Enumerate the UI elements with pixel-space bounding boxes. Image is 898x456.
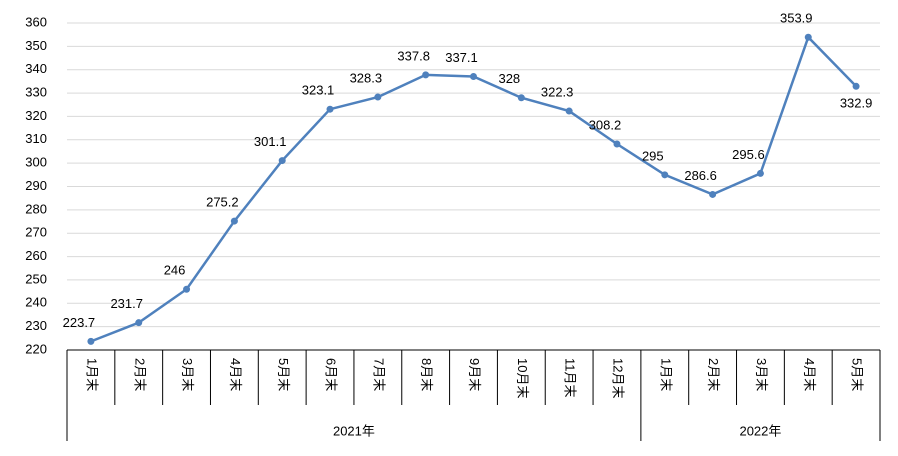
y-tick-label: 290	[25, 178, 47, 193]
data-label: 286.6	[684, 168, 717, 183]
x-tick-label: 8月末	[419, 358, 434, 391]
x-tick-label: 5月末	[276, 358, 291, 391]
group-label: 2022年	[739, 423, 781, 438]
data-label: 231.7	[110, 296, 143, 311]
y-tick-label: 300	[25, 155, 47, 170]
data-label: 337.8	[397, 48, 430, 63]
x-tick-label: 10月末	[515, 358, 530, 398]
point	[852, 82, 860, 90]
point	[756, 169, 764, 177]
point	[326, 105, 334, 113]
data-label: 246	[164, 263, 186, 278]
y-tick-label: 280	[25, 201, 47, 216]
point	[422, 71, 430, 79]
x-tick-label: 6月末	[324, 358, 339, 391]
data-label: 301.1	[254, 134, 287, 149]
line	[90, 34, 857, 343]
y-tick-label: 230	[25, 318, 47, 333]
x-tick-label: 3月末	[180, 358, 195, 391]
x-tick-label: 12月末	[611, 358, 626, 398]
x-tick-label: 2月末	[706, 358, 721, 391]
y-tick-label: 330	[25, 85, 47, 100]
x-tick-label: 1月末	[84, 358, 99, 391]
x-tick-label: 11月末	[563, 358, 578, 398]
y-tick-label: 320	[25, 108, 47, 123]
data-label: 223.7	[63, 315, 96, 330]
point	[565, 107, 573, 115]
point	[374, 93, 382, 101]
x-tick-label: 3月末	[754, 358, 769, 391]
point	[135, 319, 143, 327]
data-label: 308.2	[589, 117, 622, 132]
x-tick-label: 4月末	[228, 358, 243, 391]
x-tick-label: 2月末	[132, 358, 147, 391]
data-label: 295	[642, 148, 664, 163]
y-tick-label: 360	[25, 14, 47, 29]
data-label: 275.2	[206, 195, 239, 210]
x-tick-label: 5月末	[850, 358, 865, 391]
data-label: 332.9	[840, 96, 873, 111]
y-tick-label: 350	[25, 38, 47, 53]
y-tick-label: 250	[25, 271, 47, 286]
x-tick-label: 4月末	[802, 358, 817, 391]
x-tick-label: 1月末	[658, 358, 673, 391]
data-label: 328.3	[350, 70, 383, 85]
point	[804, 33, 812, 41]
data-label: 328	[498, 71, 520, 86]
point	[709, 190, 717, 198]
point	[661, 171, 669, 179]
y-tick-label: 270	[25, 225, 47, 240]
data-label: 322.3	[541, 84, 574, 99]
point	[183, 285, 191, 293]
point	[613, 140, 621, 148]
y-tick-label: 240	[25, 295, 47, 310]
data-label: 295.6	[732, 147, 765, 162]
data-label: 323.1	[302, 83, 335, 98]
point	[278, 157, 286, 165]
y-tick-label: 220	[25, 341, 47, 356]
point	[517, 94, 525, 102]
y-tick-label: 310	[25, 131, 47, 146]
point	[470, 72, 477, 80]
x-tick-label: 9月末	[467, 358, 482, 391]
y-tick-label: 260	[25, 248, 47, 263]
point	[87, 337, 95, 345]
data-label: 337.1	[445, 50, 478, 65]
data-label: 353.9	[780, 11, 813, 26]
point	[230, 217, 238, 225]
x-tick-label: 7月末	[371, 358, 386, 391]
y-tick-label: 340	[25, 61, 47, 76]
group-label: 2021年	[333, 423, 375, 438]
